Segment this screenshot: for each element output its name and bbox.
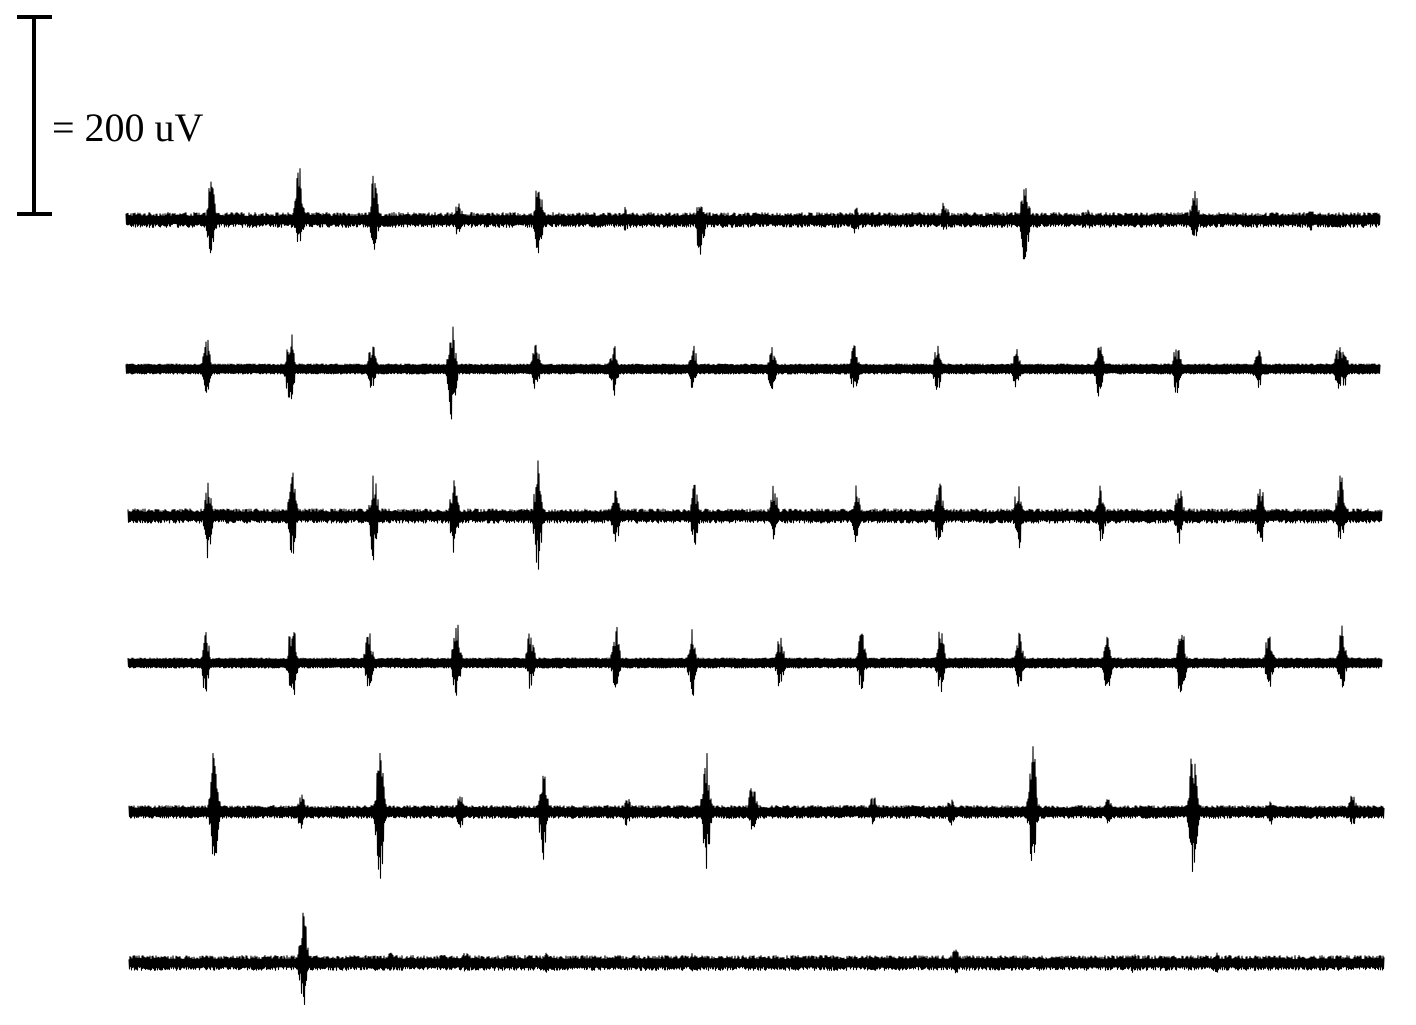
scale-bar-label: = 200 uV: [52, 105, 204, 150]
trace-2: [125, 326, 1381, 420]
trace-group: [125, 168, 1385, 1006]
trace-4: [127, 624, 1383, 696]
trace-3: [127, 460, 1383, 570]
trace-6: [128, 912, 1385, 1006]
trace-1: [125, 168, 1381, 260]
scale-bar: = 200 uV: [17, 15, 204, 216]
